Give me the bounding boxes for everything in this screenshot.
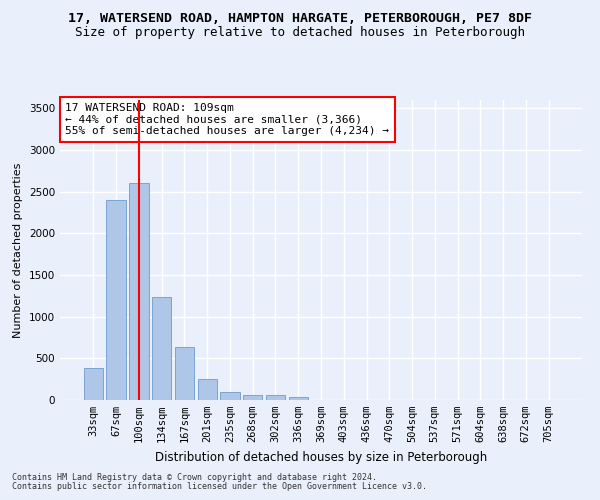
- Y-axis label: Number of detached properties: Number of detached properties: [13, 162, 23, 338]
- X-axis label: Distribution of detached houses by size in Peterborough: Distribution of detached houses by size …: [155, 450, 487, 464]
- Bar: [84, 368, 103, 400]
- Bar: [175, 346, 194, 400]
- Bar: [106, 200, 126, 400]
- Text: 17, WATERSEND ROAD, HAMPTON HARGATE, PETERBOROUGH, PE7 8DF: 17, WATERSEND ROAD, HAMPTON HARGATE, PET…: [68, 12, 532, 26]
- Text: Contains HM Land Registry data © Crown copyright and database right 2024.: Contains HM Land Registry data © Crown c…: [12, 474, 377, 482]
- Bar: [129, 184, 149, 400]
- Bar: [289, 396, 308, 400]
- Bar: [220, 392, 239, 400]
- Text: 17 WATERSEND ROAD: 109sqm
← 44% of detached houses are smaller (3,366)
55% of se: 17 WATERSEND ROAD: 109sqm ← 44% of detac…: [65, 103, 389, 136]
- Bar: [266, 396, 285, 400]
- Bar: [197, 379, 217, 400]
- Bar: [243, 395, 262, 400]
- Bar: [152, 296, 172, 400]
- Text: Size of property relative to detached houses in Peterborough: Size of property relative to detached ho…: [75, 26, 525, 39]
- Text: Contains public sector information licensed under the Open Government Licence v3: Contains public sector information licen…: [12, 482, 427, 491]
